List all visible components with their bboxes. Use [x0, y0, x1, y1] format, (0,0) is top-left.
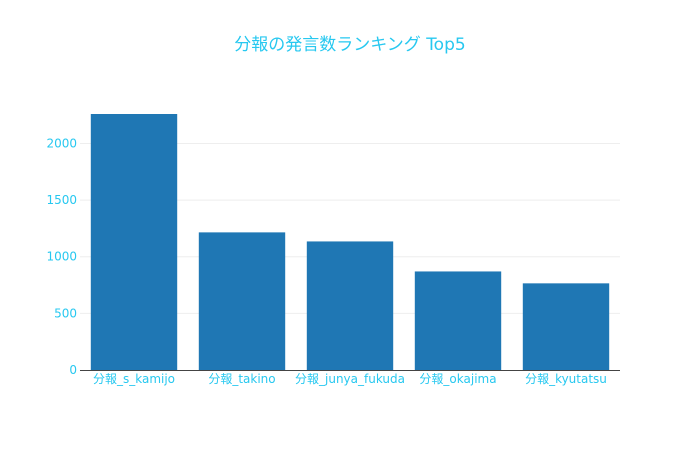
- x-axis-ticks: 分報_s_kamijo 分報_takino 分報_junya_fukuda 分報_ok…: [93, 372, 607, 386]
- x-tick-label: 分報_s_kamijo: [93, 372, 175, 386]
- bar: [198, 232, 286, 370]
- y-tick-label: 0: [69, 363, 77, 377]
- bars: [90, 114, 610, 370]
- bar: [414, 271, 502, 370]
- x-tick-label: 分報_takino: [208, 372, 275, 386]
- y-axis-ticks: 0 500 1000 1500 2000: [46, 136, 77, 377]
- x-tick-label: 分報_kyutatsu: [525, 372, 607, 386]
- y-tick-label: 1500: [46, 193, 77, 207]
- chart-title: 分報の発言数ランキング Top5: [234, 35, 465, 55]
- y-tick-label: 500: [54, 306, 77, 320]
- bar: [522, 283, 610, 370]
- bar: [90, 114, 178, 370]
- x-tick-label: 分報_junya_fukuda: [295, 372, 405, 386]
- x-tick-label: 分報_okajima: [419, 372, 496, 386]
- y-tick-label: 1000: [46, 250, 77, 264]
- y-tick-label: 2000: [46, 136, 77, 150]
- bar: [306, 241, 394, 370]
